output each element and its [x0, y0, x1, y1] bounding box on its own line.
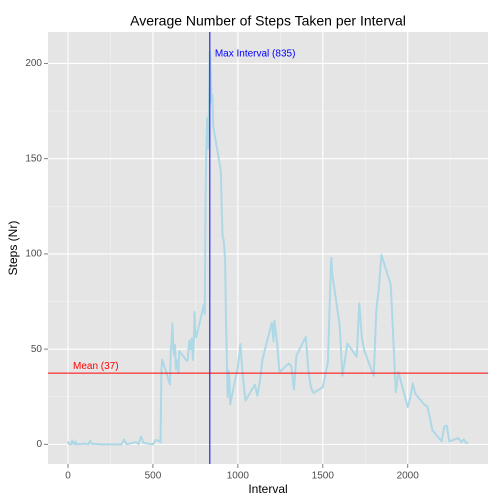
y-tick-label: 100: [25, 249, 42, 260]
annotation: Mean (37): [73, 361, 119, 372]
data-line: [67, 50, 469, 446]
x-tick-label: 2000: [397, 471, 420, 482]
plot-panel: [48, 32, 488, 464]
x-axis-label: Interval: [248, 482, 287, 496]
y-tick-label: 0: [36, 439, 42, 450]
x-tick-label: 0: [65, 471, 71, 482]
x-tick-label: 1500: [312, 471, 335, 482]
y-tick-label: 200: [25, 58, 42, 69]
annotation: Max Interval (835): [215, 49, 296, 60]
chart-title: Average Number of Steps Taken per Interv…: [130, 13, 406, 29]
x-tick-label: 500: [145, 471, 162, 482]
y-axis-label: Steps (Nr): [6, 221, 20, 276]
y-tick-label: 50: [31, 344, 43, 355]
y-tick-label: 150: [25, 153, 42, 164]
x-tick-label: 1000: [227, 471, 250, 482]
